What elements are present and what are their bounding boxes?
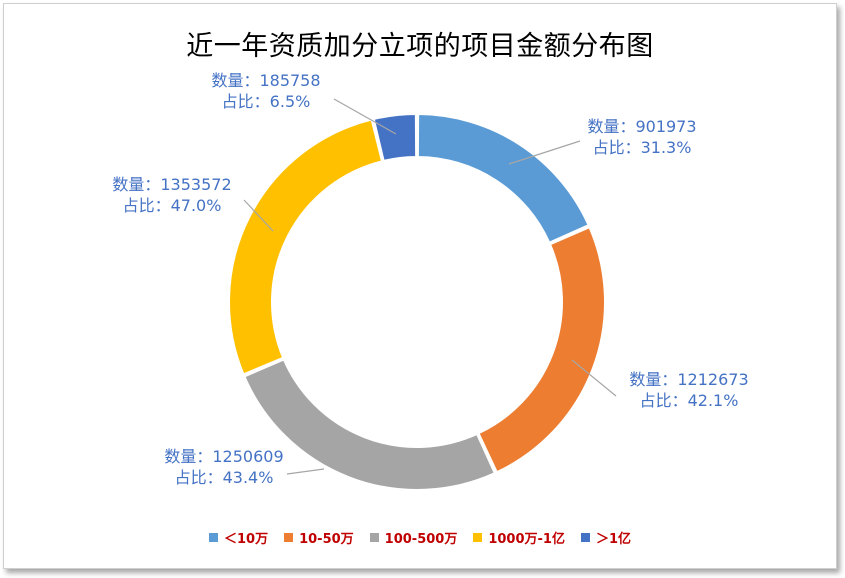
legend-item-5: ＞1亿 bbox=[580, 528, 631, 547]
data-label-share-4: 占比：47.0% bbox=[123, 196, 222, 215]
donut-slice-2 bbox=[477, 225, 606, 474]
chart-legend: ＜10万 10-50万 100-500万 1000万-1亿 ＞1亿 bbox=[4, 528, 836, 547]
legend-item-4: 1000万-1亿 bbox=[473, 528, 565, 547]
legend-item-3: 100-500万 bbox=[369, 528, 458, 547]
legend-label-5: ＞1亿 bbox=[595, 532, 631, 547]
data-label-share-3: 占比：43.4% bbox=[175, 468, 274, 487]
leader-line-5 bbox=[333, 98, 397, 135]
chart-frame: 近一年资质加分立项的项目金额分布图 数量：901973 占比：31.3% 数量：12… bbox=[3, 3, 837, 569]
data-label-count-3: 数量：1250609 bbox=[164, 447, 283, 466]
data-label-share-1: 占比：31.3% bbox=[593, 138, 692, 157]
leader-line-4 bbox=[243, 199, 274, 232]
leader-line-2 bbox=[571, 359, 617, 397]
legend-label-1: ＜10万 bbox=[223, 532, 269, 547]
legend-swatch-1 bbox=[208, 533, 218, 542]
legend-item-2: 10-50万 bbox=[284, 528, 354, 547]
donut-chart: 数量：901973 占比：31.3% 数量：1212673 占比：42.1% 数量：12… bbox=[112, 71, 749, 491]
legend-label-3: 100-500万 bbox=[384, 532, 458, 547]
donut-slice-1 bbox=[416, 112, 590, 245]
donut-slice-4 bbox=[228, 118, 384, 376]
legend-label-2: 10-50万 bbox=[299, 532, 354, 547]
leader-line-3 bbox=[286, 468, 325, 475]
data-label-count-5: 数量：185758 bbox=[211, 71, 320, 90]
donut-slice-5 bbox=[372, 112, 418, 163]
legend-label-4: 1000万-1亿 bbox=[488, 532, 565, 547]
donut-slice-3 bbox=[243, 358, 497, 491]
data-label-count-4: 数量：1353572 bbox=[112, 175, 231, 194]
legend-item-1: ＜10万 bbox=[208, 528, 269, 547]
legend-swatch-2 bbox=[284, 533, 294, 542]
legend-swatch-3 bbox=[369, 533, 379, 542]
chart-title: 近一年资质加分立项的项目金额分布图 bbox=[186, 31, 654, 62]
leader-line-1 bbox=[508, 140, 581, 165]
legend-swatch-5 bbox=[580, 533, 590, 542]
data-label-share-5: 占比：6.5% bbox=[222, 92, 311, 111]
data-label-count-2: 数量：1212673 bbox=[629, 370, 748, 389]
legend-swatch-4 bbox=[473, 533, 483, 542]
data-label-share-2: 占比：42.1% bbox=[640, 391, 739, 410]
data-label-count-1: 数量：901973 bbox=[587, 117, 696, 136]
